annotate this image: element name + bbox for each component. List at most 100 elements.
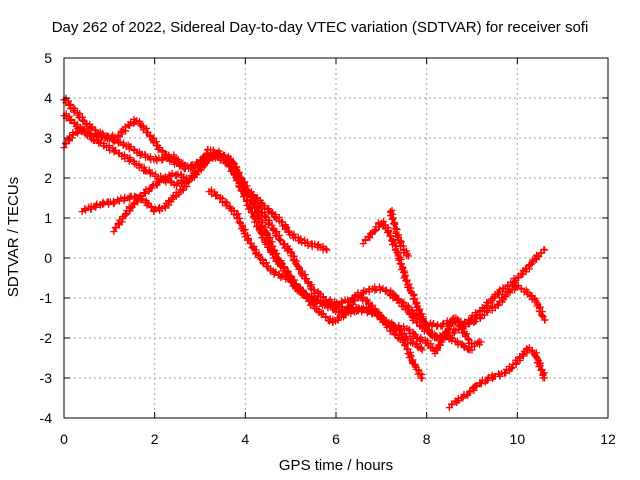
- data-point: [110, 228, 118, 236]
- data-point: [514, 274, 522, 282]
- series-track-9: [386, 281, 549, 331]
- data-point: [494, 301, 502, 309]
- data-point: [418, 374, 426, 382]
- data-point: [81, 128, 89, 136]
- data-point: [472, 317, 480, 325]
- series-track-8: [386, 206, 413, 260]
- data-point: [322, 245, 330, 253]
- data-point: [121, 193, 129, 201]
- y-tick-label: 2: [44, 170, 52, 186]
- data-point: [88, 123, 96, 131]
- data-point: [213, 191, 221, 199]
- data-point: [462, 331, 470, 339]
- x-tick-label: 0: [60, 431, 68, 447]
- data-point: [523, 288, 531, 296]
- y-axis-label: SDTVAR / TECUs: [5, 177, 22, 297]
- data-point: [67, 116, 75, 124]
- data-point: [411, 362, 419, 370]
- data-point: [65, 135, 73, 143]
- data-point: [386, 232, 394, 240]
- data-point: [508, 363, 516, 371]
- y-tick-label: -2: [40, 330, 53, 346]
- data-point: [280, 240, 288, 248]
- data-point: [260, 201, 268, 209]
- data-point: [276, 259, 284, 267]
- data-point: [273, 254, 281, 262]
- data-point: [161, 152, 169, 160]
- y-tick-label: -4: [40, 410, 53, 426]
- data-point: [93, 200, 101, 208]
- data-point: [99, 201, 107, 209]
- data-point: [429, 343, 437, 351]
- data-point: [462, 330, 470, 338]
- y-tick-label: 3: [44, 130, 52, 146]
- data-point: [393, 248, 401, 256]
- data-point: [90, 137, 98, 145]
- data-point: [470, 387, 478, 395]
- data-point: [382, 286, 390, 294]
- data-point: [79, 116, 87, 124]
- data-point: [285, 227, 293, 235]
- data-point: [66, 117, 74, 125]
- data-point: [384, 228, 392, 236]
- data-point: [438, 322, 446, 330]
- data-point: [465, 320, 473, 328]
- x-tick-label: 10: [510, 431, 526, 447]
- data-point: [244, 235, 252, 243]
- data-point: [303, 293, 311, 301]
- x-tick-labels: 0 2 4 6 8 10 12: [60, 431, 616, 447]
- x-tick-label: 2: [151, 431, 159, 447]
- data-point: [413, 335, 421, 343]
- data-point: [393, 296, 401, 304]
- data-point: [87, 125, 95, 133]
- data-point: [453, 337, 461, 345]
- data-point: [372, 309, 380, 317]
- data-point: [541, 374, 549, 382]
- data-point: [405, 326, 413, 334]
- x-tick-label: 6: [332, 431, 340, 447]
- data-point: [155, 179, 163, 187]
- data-point: [253, 194, 261, 202]
- data-point: [82, 206, 90, 214]
- data-point: [501, 292, 509, 300]
- data-point: [246, 239, 254, 247]
- data-point: [541, 316, 549, 324]
- data-point: [408, 306, 416, 314]
- data-marks: [60, 94, 549, 412]
- data-point: [310, 286, 318, 294]
- axis-ticks: [63, 57, 609, 419]
- data-point: [448, 401, 456, 409]
- data-point: [384, 229, 392, 237]
- data-point: [541, 246, 549, 254]
- data-point: [418, 346, 426, 354]
- y-tick-label: 0: [44, 250, 52, 266]
- data-point: [91, 126, 99, 134]
- data-point: [322, 313, 330, 321]
- data-point: [361, 236, 369, 244]
- data-point: [414, 306, 422, 314]
- data-point: [92, 203, 100, 211]
- data-point: [234, 210, 242, 218]
- data-point: [282, 222, 290, 230]
- data-point: [65, 101, 73, 109]
- data-point: [401, 341, 409, 349]
- data-point: [459, 394, 467, 402]
- data-point: [394, 295, 402, 303]
- data-point: [516, 354, 524, 362]
- data-point: [147, 203, 155, 211]
- data-point: [405, 252, 413, 260]
- data-point: [100, 131, 108, 139]
- chart-title: Day 262 of 2022, Sidereal Day-to-day VTE…: [52, 19, 589, 36]
- data-point: [125, 122, 133, 130]
- data-point: [75, 126, 83, 134]
- series-track-4: [78, 149, 426, 354]
- data-point: [245, 189, 253, 197]
- data-point: [375, 312, 383, 320]
- data-point: [248, 192, 256, 200]
- data-point: [433, 345, 441, 353]
- x-tick-label: 12: [600, 431, 616, 447]
- data-point: [115, 149, 123, 157]
- data-point: [235, 218, 243, 226]
- x-tick-label: 8: [423, 431, 431, 447]
